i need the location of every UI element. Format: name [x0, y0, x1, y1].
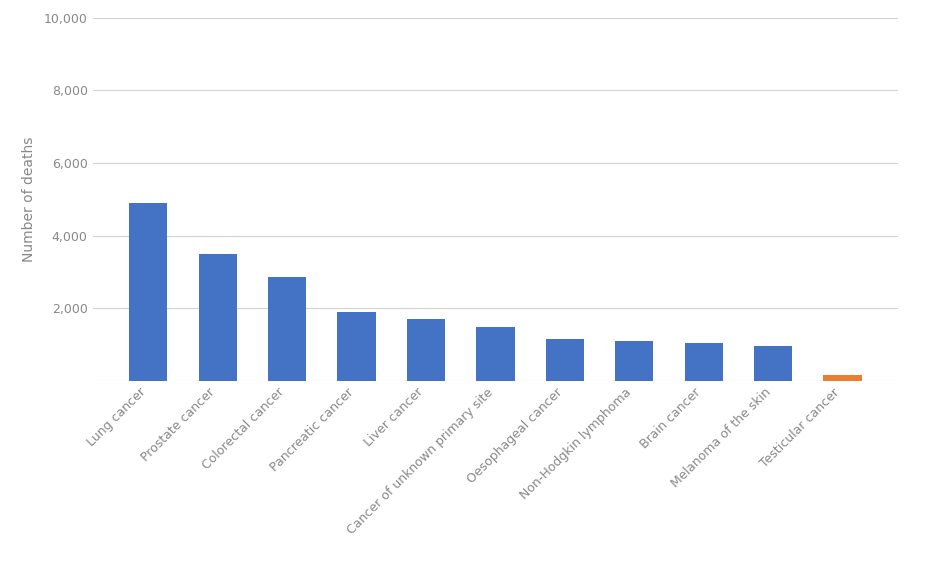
Bar [199, 254, 237, 381]
Bar [130, 203, 168, 381]
Bar [337, 312, 376, 381]
Bar [407, 319, 445, 381]
Bar [754, 346, 792, 381]
Bar [615, 341, 654, 381]
Bar [545, 339, 584, 381]
Y-axis label: Number of deaths: Number of deaths [21, 137, 35, 262]
Bar [476, 327, 515, 381]
Bar [684, 343, 723, 381]
Bar [268, 277, 307, 381]
Bar [823, 374, 861, 381]
